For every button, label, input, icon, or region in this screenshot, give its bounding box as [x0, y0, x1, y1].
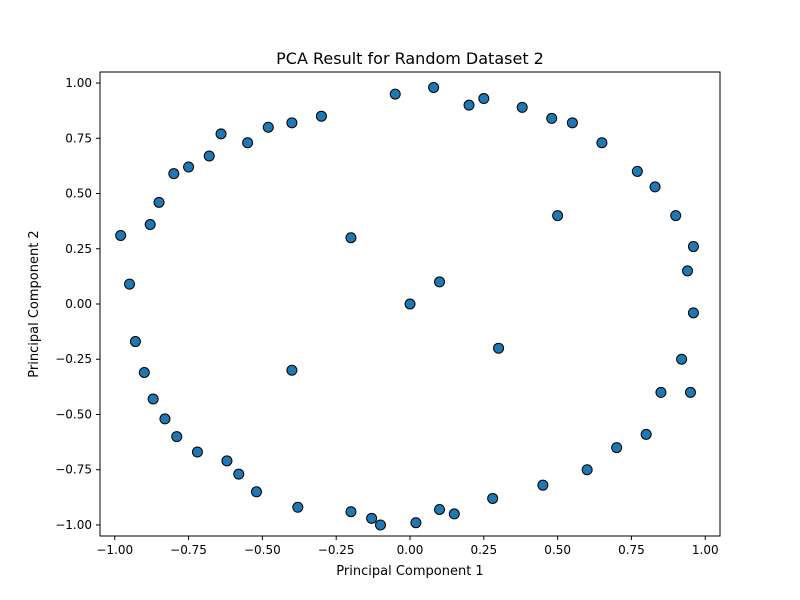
- scatter-point: [684, 386, 696, 398]
- y-axis-label: Principal Component 2: [27, 230, 42, 377]
- scatter-point: [434, 503, 446, 515]
- scatter-point: [410, 517, 422, 529]
- scatter-point: [168, 168, 180, 180]
- scatter-point: [147, 393, 159, 405]
- scatter-point: [478, 93, 490, 105]
- scatter-point: [221, 455, 233, 467]
- scatter-point: [171, 431, 183, 443]
- scatter-point: [493, 342, 505, 354]
- scatter-point: [153, 196, 165, 208]
- y-tick-label: 0.75: [65, 131, 92, 145]
- scatter-point: [286, 117, 298, 129]
- scatter-point: [687, 241, 699, 253]
- scatter-point: [676, 353, 688, 365]
- scatter-point: [566, 117, 578, 129]
- scatter-point: [191, 446, 203, 458]
- chart-title: PCA Result for Random Dataset 2: [276, 49, 544, 68]
- y-tick-label: 0.00: [65, 297, 92, 311]
- x-tick-label: 0.50: [544, 543, 571, 557]
- scatter-point: [183, 161, 195, 173]
- x-tick-label: 0.00: [397, 543, 424, 557]
- y-tick-label: 1.00: [65, 76, 92, 90]
- scatter-point: [115, 230, 127, 242]
- scatter-point: [631, 165, 643, 177]
- scatter-point: [655, 386, 667, 398]
- scatter-point: [552, 210, 564, 222]
- scatter-point: [242, 137, 254, 149]
- scatter-point: [233, 468, 245, 480]
- scatter-point: [404, 298, 416, 310]
- x-axis: −1.00 −0.75 −0.50 −0.25 0.00 0.25 0.50 0.75 1.00: [96, 536, 719, 557]
- x-tick-label: 0.25: [470, 543, 497, 557]
- y-axis: −1.00 −0.75 −0.50 −0.25 0.00 0.25 0.50 0.75 1.00: [55, 76, 100, 532]
- scatter-point: [611, 442, 623, 454]
- scatter-point: [315, 110, 327, 122]
- scatter-point: [463, 99, 475, 111]
- scatter-point: [366, 512, 378, 524]
- x-axis-label: Principal Component 1: [336, 564, 483, 579]
- scatter-point: [262, 121, 274, 133]
- points-layer: [115, 81, 699, 531]
- scatter-point: [286, 364, 298, 376]
- scatter-point: [129, 336, 141, 348]
- x-tick-label: −0.75: [170, 543, 207, 557]
- x-tick-label: 1.00: [692, 543, 719, 557]
- scatter-point: [345, 232, 357, 244]
- scatter-point: [546, 112, 558, 124]
- x-tick-label: −0.25: [318, 543, 355, 557]
- scatter-point: [596, 137, 608, 149]
- scatter-point: [640, 428, 652, 440]
- scatter-point: [687, 307, 699, 319]
- y-tick-label: −1.00: [55, 518, 92, 532]
- scatter-point: [215, 128, 227, 140]
- x-tick-label: −0.50: [244, 543, 281, 557]
- y-tick-label: 0.50: [65, 187, 92, 201]
- scatter-point: [581, 464, 593, 476]
- scatter-point: [434, 276, 446, 288]
- scatter-point: [159, 413, 171, 425]
- scatter-point: [487, 492, 499, 504]
- scatter-point: [649, 181, 661, 193]
- scatter-point: [428, 81, 440, 93]
- scatter-point: [292, 501, 304, 513]
- scatter-point: [682, 265, 694, 277]
- scatter-point: [138, 366, 150, 378]
- scatter-point: [144, 218, 156, 230]
- scatter-point: [203, 150, 215, 162]
- scatter-point: [124, 278, 136, 290]
- y-tick-label: −0.25: [55, 352, 92, 366]
- scatter-point: [374, 519, 386, 531]
- x-tick-label: −1.00: [96, 543, 133, 557]
- scatter-point: [670, 210, 682, 222]
- scatter-point: [537, 479, 549, 491]
- scatter-point: [389, 88, 401, 100]
- scatter-point: [516, 101, 528, 113]
- scatter-point: [250, 486, 262, 498]
- y-tick-label: 0.25: [65, 242, 92, 256]
- x-tick-label: 0.75: [618, 543, 645, 557]
- y-tick-label: −0.75: [55, 463, 92, 477]
- y-tick-label: −0.50: [55, 407, 92, 421]
- scatter-point: [448, 508, 460, 520]
- scatter-point: [345, 506, 357, 518]
